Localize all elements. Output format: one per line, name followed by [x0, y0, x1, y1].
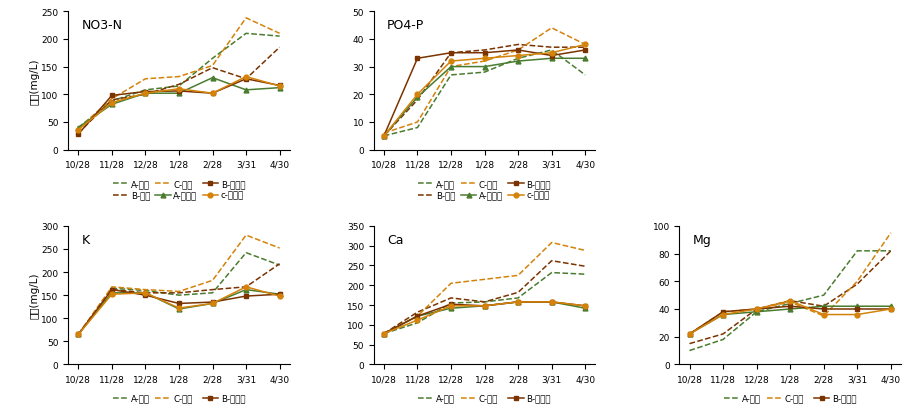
- Legend: A-배액, B-배액, C-배액, A-공급액, B-공급액, c-공급액: A-배액, B-배액, C-배액, A-공급액, B-공급액, c-공급액: [113, 394, 246, 405]
- Legend: A-배액, B-배액, C-배액, A-공급액, B-공급액, c-공급액: A-배액, B-배액, C-배액, A-공급액, B-공급액, c-공급액: [419, 179, 551, 200]
- Text: PO4-P: PO4-P: [387, 19, 424, 32]
- Y-axis label: 농도(mg/L): 농도(mg/L): [30, 272, 40, 319]
- Legend: A-배액, B-배액, C-배액, A-공급액, B-공급액, c-공급액: A-배액, B-배액, C-배액, A-공급액, B-공급액, c-공급액: [723, 394, 856, 405]
- Text: Mg: Mg: [693, 233, 712, 246]
- Text: K: K: [82, 233, 90, 246]
- Legend: A-배액, B-배액, C-배액, A-공급액, B-공급액, c-공급액: A-배액, B-배액, C-배액, A-공급액, B-공급액, c-공급액: [419, 394, 551, 405]
- Text: NO3-N: NO3-N: [82, 19, 123, 32]
- Y-axis label: 농도(mg/L): 농도(mg/L): [30, 58, 40, 104]
- Legend: A-배액, B-배액, C-배액, A-공급액, B-공급액, c-공급액: A-배액, B-배액, C-배액, A-공급액, B-공급액, c-공급액: [113, 179, 246, 200]
- Text: Ca: Ca: [387, 233, 404, 246]
